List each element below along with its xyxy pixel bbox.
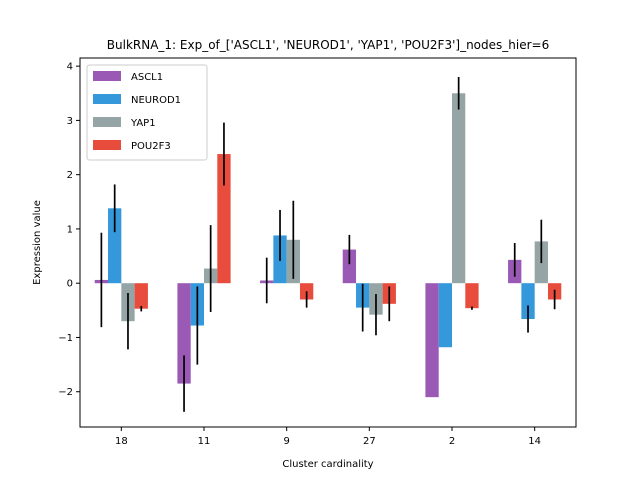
x-tick-label: 2 bbox=[449, 436, 455, 447]
bar-yap1-2 bbox=[452, 93, 466, 284]
y-tick-label: −1 bbox=[58, 333, 73, 344]
x-tick-label: 9 bbox=[283, 436, 289, 447]
chart-title: BulkRNA_1: Exp_of_['ASCL1', 'NEUROD1', '… bbox=[107, 38, 549, 52]
bar-ascl1-11 bbox=[177, 283, 191, 384]
y-tick-label: −2 bbox=[58, 387, 73, 398]
bar-pou2f3-18 bbox=[134, 283, 148, 309]
y-tick-label: 1 bbox=[67, 224, 73, 235]
plot-frame bbox=[79, 57, 577, 428]
plot-area bbox=[94, 76, 562, 412]
y-tick-label: 2 bbox=[67, 170, 73, 181]
bar-ascl1-27 bbox=[342, 249, 357, 284]
legend-swatch-ascl1 bbox=[93, 71, 121, 81]
x-tick-label: 27 bbox=[363, 436, 376, 447]
legend-label-pou2f3: POU2F3 bbox=[131, 141, 171, 152]
y-axis: −2 −1 0 1 2 3 4 bbox=[58, 62, 80, 398]
bar-pou2f3-11 bbox=[217, 154, 231, 284]
y-tick-label: 3 bbox=[67, 116, 73, 127]
y-axis-label: Expression value bbox=[32, 200, 43, 285]
legend-swatch-neurod1 bbox=[93, 94, 121, 104]
y-tick-label: 0 bbox=[67, 279, 73, 290]
bar-neurod1-2 bbox=[438, 283, 452, 348]
bar-neurod1-14 bbox=[521, 283, 535, 320]
bar-ascl1-2 bbox=[425, 283, 439, 398]
y-tick-label: 4 bbox=[67, 62, 73, 73]
legend: ASCL1 NEUROD1 YAP1 POU2F3 bbox=[86, 64, 208, 161]
x-tick-label: 14 bbox=[528, 436, 541, 447]
legend-label-yap1: YAP1 bbox=[130, 118, 156, 129]
bar-neurod1-18 bbox=[108, 208, 122, 284]
legend-frame bbox=[86, 64, 208, 161]
x-axis: 18 11 9 27 2 14 bbox=[115, 427, 541, 447]
legend-label-ascl1: ASCL1 bbox=[131, 72, 163, 83]
x-axis-label: Cluster cardinality bbox=[282, 459, 373, 470]
legend-swatch-pou2f3 bbox=[93, 140, 121, 150]
bar-pou2f3-2 bbox=[465, 283, 479, 309]
legend-label-neurod1: NEUROD1 bbox=[131, 95, 181, 106]
x-tick-label: 18 bbox=[115, 436, 128, 447]
x-tick-label: 11 bbox=[198, 436, 211, 447]
legend-swatch-yap1 bbox=[93, 117, 121, 127]
